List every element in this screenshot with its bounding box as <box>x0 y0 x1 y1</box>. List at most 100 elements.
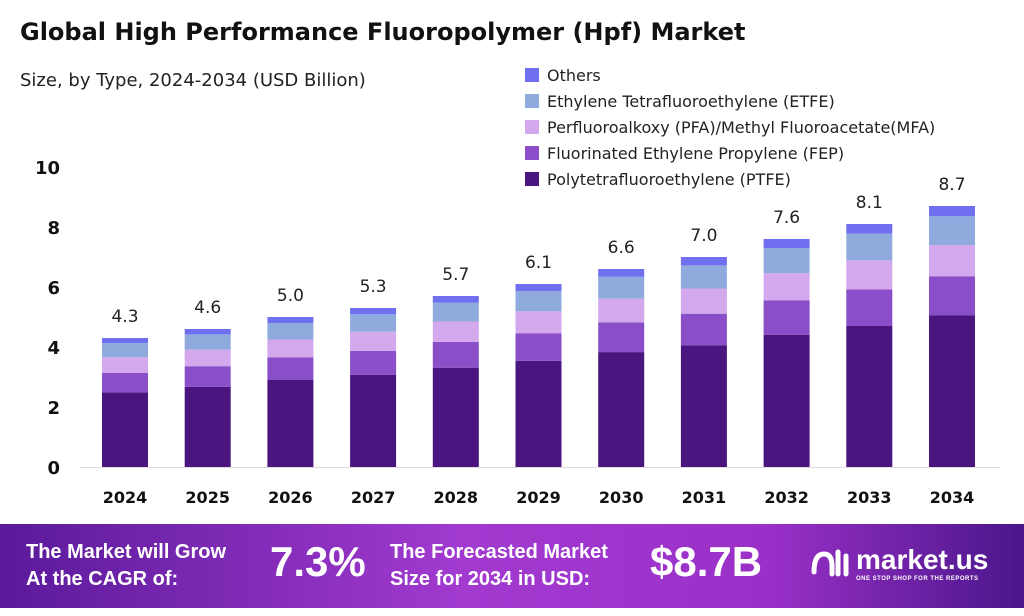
y-tick-label: 8 <box>47 218 60 239</box>
bar-segment <box>515 360 562 467</box>
bar-segment <box>432 341 479 368</box>
bar-segment <box>184 334 231 350</box>
total-label: 4.6 <box>194 298 221 318</box>
total-label: 6.1 <box>525 253 552 273</box>
x-tick-label: 2027 <box>351 488 396 507</box>
bar-segment <box>846 233 893 261</box>
bar-segment <box>515 291 562 312</box>
total-label: 6.6 <box>608 238 635 258</box>
summary-banner: The Market will Grow At the CAGR of: 7.3%… <box>0 524 1024 608</box>
y-tick-label: 2 <box>47 398 60 419</box>
total-label: 5.0 <box>277 286 304 306</box>
bar-segment <box>763 334 810 467</box>
bar-segment <box>929 315 975 467</box>
bar-segment <box>846 260 893 290</box>
bar-segment <box>515 284 562 292</box>
cagr-label-line2: At the CAGR of: <box>26 568 179 590</box>
bar-segment <box>515 311 562 334</box>
legend: Others Ethylene Tetrafluoroethylene (ETFE… <box>525 62 935 192</box>
bar-segment <box>184 386 231 467</box>
total-label: 5.7 <box>442 265 469 285</box>
bar-segment <box>846 326 893 467</box>
total-label: 7.0 <box>690 226 717 246</box>
bar-segment <box>680 265 727 289</box>
forecast-label-line1: The Forecasted Market <box>390 541 608 563</box>
bar-segment <box>763 248 810 274</box>
bar-segment <box>350 308 397 315</box>
x-tick-label: 2030 <box>599 488 644 507</box>
bar-segment <box>929 216 975 245</box>
y-tick-label: 6 <box>47 278 60 299</box>
x-tick-label: 2034 <box>930 488 975 507</box>
legend-item: Perfluoroalkoxy (PFA)/Methyl Fluoroaceta… <box>525 114 935 140</box>
bar-segment <box>184 366 231 387</box>
legend-label: Others <box>547 65 601 85</box>
bar-segment <box>102 338 148 344</box>
bar-segment <box>598 269 645 277</box>
logo-icon <box>811 549 849 577</box>
total-label: 7.6 <box>773 208 800 228</box>
bar-segment <box>680 257 727 266</box>
x-tick-label: 2026 <box>268 488 313 507</box>
x-tick-label: 2028 <box>434 488 479 507</box>
total-label: 8.1 <box>856 193 883 213</box>
bar-segment <box>929 276 975 316</box>
legend-item: Polytetrafluoroethylene (PTFE) <box>525 166 935 192</box>
bar-segment <box>515 333 562 361</box>
legend-swatch <box>525 172 539 186</box>
forecast-label: The Forecasted Market Size for 2034 in US… <box>390 539 608 593</box>
legend-label: Perfluoroalkoxy (PFA)/Methyl Fluoroaceta… <box>547 117 936 137</box>
bar-segment <box>184 329 231 335</box>
legend-swatch <box>525 146 539 160</box>
bar-segment <box>432 367 479 467</box>
forecast-value: $8.7B <box>650 538 763 585</box>
bar-segment <box>267 317 314 323</box>
legend-label: Polytetrafluoroethylene (PTFE) <box>547 169 791 189</box>
x-tick-label: 2031 <box>682 488 727 507</box>
total-label: 5.3 <box>360 277 387 297</box>
legend-item: Fluorinated Ethylene Propylene (FEP) <box>525 140 935 166</box>
stacked-bar-chart: 0 2 4 6 8 10 4.3 2024 4.6 2025 5.0 2026 5.3 2027 5.7 20… <box>35 158 1000 507</box>
logo-name: market.us <box>856 544 989 575</box>
chart-subtitle: Size, by Type, 2024-2034 (USD Billion) <box>20 70 366 91</box>
bar-segment <box>350 374 397 467</box>
legend-swatch <box>525 94 539 108</box>
bar-segment <box>680 345 727 467</box>
total-label: 4.3 <box>111 307 138 327</box>
bar-segment <box>350 314 397 332</box>
bar-segment <box>432 302 479 322</box>
bar-segment <box>598 298 645 323</box>
y-tick-label: 10 <box>35 158 60 179</box>
bar-segment <box>929 245 975 277</box>
bar-segment <box>598 322 645 353</box>
legend-swatch <box>525 68 539 82</box>
chart-title: Global High Performance Fluoropolymer (H… <box>20 18 746 46</box>
bar-segment <box>432 296 479 303</box>
y-tick-label: 4 <box>47 338 60 359</box>
bar-segment <box>763 300 810 335</box>
legend-label: Fluorinated Ethylene Propylene (FEP) <box>547 143 845 163</box>
total-label: 8.7 <box>938 175 965 195</box>
market-us-logo: market.us ONE STOP SHOP FOR THE REPORTS <box>810 544 988 582</box>
bar-segment <box>929 206 975 217</box>
cagr-label-line1: The Market will Grow <box>26 541 227 563</box>
legend-item: Others <box>525 62 935 88</box>
bar-segment <box>267 380 314 467</box>
x-tick-label: 2032 <box>764 488 809 507</box>
forecast-label-line2: Size for 2034 in USD: <box>390 568 591 590</box>
legend-label: Ethylene Tetrafluoroethylene (ETFE) <box>547 91 835 111</box>
legend-item: Ethylene Tetrafluoroethylene (ETFE) <box>525 88 935 114</box>
bar-segment <box>267 339 314 358</box>
bar-segment <box>267 357 314 380</box>
cagr-value: 7.3% <box>270 538 366 585</box>
legend-swatch <box>525 120 539 134</box>
bar-segment <box>598 352 645 467</box>
x-tick-label: 2025 <box>185 488 230 507</box>
cagr-label: The Market will Grow At the CAGR of: <box>26 539 226 593</box>
bar-segment <box>846 224 893 234</box>
bar-segment <box>763 273 810 301</box>
x-tick-label: 2033 <box>847 488 892 507</box>
bar-segment <box>102 343 148 358</box>
x-tick-label: 2024 <box>103 488 148 507</box>
bar-segment <box>846 289 893 326</box>
